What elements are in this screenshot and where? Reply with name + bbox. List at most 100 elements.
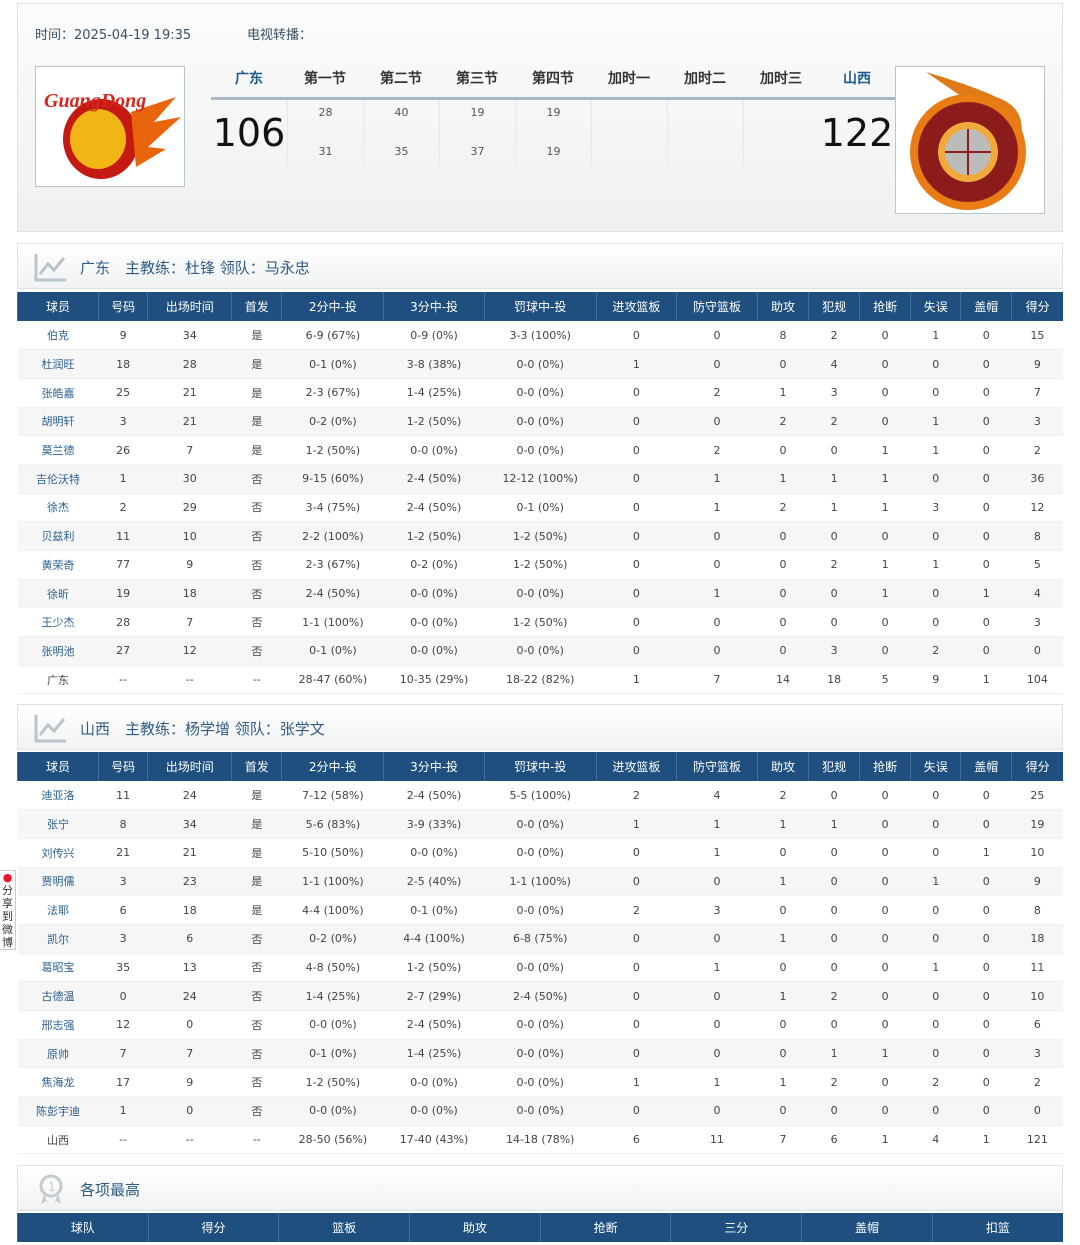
column-header[interactable]: 号码 — [98, 292, 148, 321]
stat-cell: 1-1 (100%) — [281, 867, 384, 897]
column-header[interactable]: 进攻篮板 — [595, 292, 677, 321]
column-header[interactable]: 球员 — [16, 752, 99, 781]
player-name-link[interactable]: 迪亚洛 — [17, 781, 99, 811]
stat-cell: 0 — [960, 607, 1012, 638]
column-header[interactable]: 3分中-投 — [383, 752, 485, 781]
away-team-name[interactable]: 山西 — [843, 71, 871, 87]
stat-cell: 1 — [596, 1067, 677, 1098]
stat-cell: 否 — [231, 981, 282, 1011]
column-header[interactable]: 抢断 — [859, 752, 911, 781]
stat-cell: 0-1 (0%) — [281, 636, 384, 666]
stat-cell: 0 — [596, 550, 677, 580]
column-header[interactable]: 出场时间 — [147, 752, 232, 781]
player-name-link[interactable]: 张明池 — [17, 636, 99, 666]
stat-cell: 1 — [859, 1125, 911, 1155]
player-name-link[interactable]: 吉伦沃特 — [17, 464, 99, 494]
player-name-link[interactable]: 张宁 — [17, 809, 99, 839]
stat-cell: 0-0 (0%) — [383, 607, 485, 638]
column-header[interactable]: 首发 — [231, 752, 282, 781]
column-header[interactable]: 防守篮板 — [675, 752, 758, 781]
stat-cell: 0 — [859, 953, 911, 983]
player-name-link[interactable]: 邢志强 — [17, 1010, 99, 1040]
stat-cell: 否 — [231, 579, 282, 609]
stat-cell: 18 — [808, 665, 860, 695]
player-name-link[interactable]: 凯尔 — [17, 924, 99, 954]
column-header[interactable]: 失误 — [910, 292, 961, 321]
stat-cell: 0 — [910, 607, 961, 638]
column-header[interactable]: 2分中-投 — [281, 292, 384, 321]
stat-cell: 2 — [808, 1067, 860, 1098]
player-name-link[interactable]: 葛昭宝 — [17, 953, 99, 983]
column-header[interactable]: 首发 — [231, 292, 282, 321]
weibo-share-button[interactable]: ● 分享到微博 — [0, 870, 16, 950]
leaders-section-header: 1 各项最高 — [17, 1165, 1063, 1211]
column-header[interactable]: 球员 — [16, 292, 99, 321]
stat-cell: 0 — [808, 781, 860, 811]
column-header[interactable]: 防守篮板 — [675, 292, 758, 321]
player-name-link[interactable]: 胡明轩 — [17, 407, 99, 437]
player-name-link[interactable]: 莫兰德 — [17, 435, 99, 465]
stat-cell: 0-0 (0%) — [484, 378, 597, 408]
stat-cell: 3 — [98, 867, 148, 897]
column-header[interactable]: 失误 — [910, 752, 961, 781]
stat-cell: 1 — [98, 464, 148, 494]
leaders-column-header: 球队 — [17, 1213, 149, 1242]
column-header[interactable]: 助攻 — [756, 292, 809, 321]
player-name-link[interactable]: 刘传兴 — [17, 838, 99, 868]
stat-cell: 0 — [859, 838, 911, 868]
player-name-link[interactable]: 陈彭宇迪 — [17, 1096, 99, 1126]
column-header[interactable]: 3分中-投 — [383, 292, 485, 321]
stat-cell: 2-3 (67%) — [281, 378, 384, 408]
column-header[interactable]: 助攻 — [756, 752, 809, 781]
player-name-link[interactable]: 焦海龙 — [17, 1067, 99, 1098]
stat-cell: 10-35 (29%) — [383, 665, 485, 695]
column-header[interactable]: 罚球中-投 — [483, 752, 597, 781]
stat-cell: 0 — [910, 349, 961, 379]
player-name-link[interactable]: 张皓嘉 — [17, 378, 99, 408]
stat-cell: 5-5 (100%) — [484, 781, 597, 811]
column-header[interactable]: 出场时间 — [147, 292, 232, 321]
player-name-link[interactable]: 徐杰 — [17, 493, 99, 523]
stat-cell: 否 — [231, 607, 282, 638]
player-name-link[interactable]: 古德温 — [17, 981, 99, 1011]
column-header[interactable]: 号码 — [98, 752, 148, 781]
stat-cell: 0 — [808, 924, 860, 954]
column-header[interactable]: 罚球中-投 — [483, 292, 597, 321]
stat-cell: 0 — [960, 636, 1012, 666]
home-team-logo[interactable]: GuangDong — [35, 66, 185, 187]
team-total-row: 广东 -- -- -- 28-47 (60%) 10-35 (29%) 18-22 (82%… — [17, 665, 1063, 695]
stat-cell: 0-1 (0%) — [281, 1039, 384, 1069]
column-header[interactable]: 进攻篮板 — [595, 752, 677, 781]
player-name-link[interactable]: 贾明儒 — [17, 867, 99, 897]
away-quarter-score: 35 — [394, 145, 409, 158]
column-header[interactable]: 抢断 — [859, 292, 911, 321]
stat-cell: 0 — [808, 579, 860, 609]
player-name-link[interactable]: 贝兹利 — [17, 521, 99, 551]
player-name-link[interactable]: 法耶 — [17, 895, 99, 925]
away-boxscore-table: 球员 号码 出场时间 首发 2分中-投 3分中-投 罚球中-投 进攻篮板 防守篮板 助攻 犯规 抢断失… — [16, 752, 1063, 1155]
stat-cell: 1-4 (25%) — [383, 378, 485, 408]
stat-cell: 0 — [596, 924, 677, 954]
column-header[interactable]: 得分 — [1011, 752, 1063, 781]
stat-cell: 1-4 (25%) — [383, 1039, 485, 1069]
stat-cell: 0 — [757, 953, 809, 983]
player-name-link[interactable]: 杜润旺 — [17, 349, 99, 379]
player-name-link[interactable]: 黄荣奇 — [17, 550, 99, 580]
column-header[interactable]: 2分中-投 — [281, 752, 384, 781]
column-header[interactable]: 得分 — [1011, 292, 1063, 321]
stat-cell: 0 — [960, 521, 1012, 551]
stat-cell: 否 — [231, 953, 282, 983]
player-name-link[interactable]: 王少杰 — [17, 607, 99, 638]
stat-cell: 6 — [1011, 1010, 1063, 1040]
column-header[interactable]: 犯规 — [808, 292, 860, 321]
away-team-logo[interactable] — [895, 66, 1045, 214]
column-header[interactable]: 盖帽 — [960, 292, 1012, 321]
player-name-link[interactable]: 原帅 — [17, 1039, 99, 1069]
player-name-link[interactable]: 徐昕 — [17, 579, 99, 609]
stat-cell: 0-0 (0%) — [383, 636, 485, 666]
player-name-link[interactable]: 伯克 — [17, 321, 99, 351]
column-header[interactable]: 盖帽 — [960, 752, 1012, 781]
column-header[interactable]: 犯规 — [808, 752, 860, 781]
stat-cell: 3-4 (75%) — [281, 493, 384, 523]
home-team-name[interactable]: 广东 — [235, 71, 263, 87]
